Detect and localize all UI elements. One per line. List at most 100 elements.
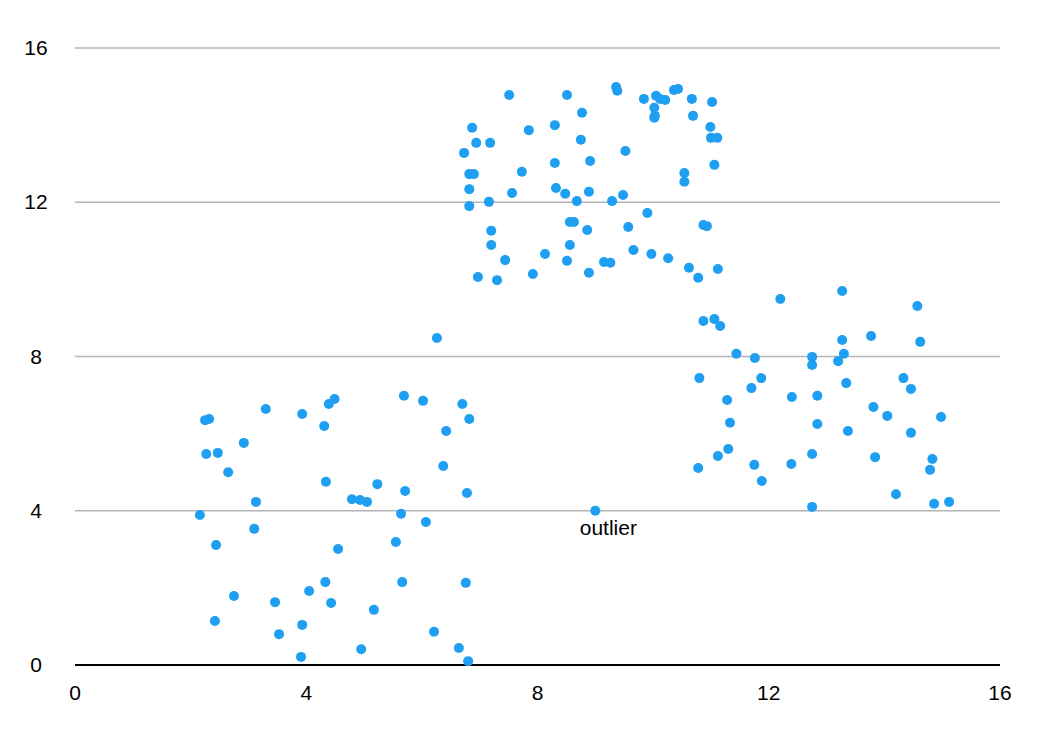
point	[577, 108, 587, 118]
point	[925, 465, 935, 475]
point	[837, 286, 847, 296]
grid-line	[75, 47, 1000, 49]
point	[486, 240, 496, 250]
y-tick-label: 8	[30, 345, 42, 368]
point	[812, 391, 822, 401]
x-tick-label: 4	[300, 681, 312, 704]
point	[517, 167, 527, 177]
point	[585, 156, 595, 166]
point	[693, 463, 703, 473]
point	[249, 524, 259, 534]
point	[628, 245, 638, 255]
point	[201, 449, 211, 459]
point	[330, 394, 340, 404]
point	[297, 620, 307, 630]
point	[562, 256, 572, 266]
point	[722, 395, 732, 405]
y-tick-label: 4	[30, 499, 42, 522]
point	[646, 249, 656, 259]
point	[326, 598, 336, 608]
point	[469, 169, 479, 179]
point	[723, 444, 733, 454]
point	[891, 489, 901, 499]
point	[572, 196, 582, 206]
point	[562, 90, 572, 100]
point	[620, 146, 630, 156]
point	[582, 225, 592, 235]
y-tick-label: 0	[30, 653, 42, 676]
point	[210, 616, 220, 626]
point	[673, 84, 683, 94]
point	[713, 451, 723, 461]
point	[565, 240, 575, 250]
point	[471, 138, 481, 148]
point	[429, 627, 439, 637]
point	[584, 268, 594, 278]
point	[687, 94, 697, 104]
point	[321, 477, 331, 487]
annotation: outlier	[580, 516, 637, 539]
point	[660, 95, 670, 105]
point	[500, 255, 510, 265]
point	[304, 586, 314, 596]
point	[807, 502, 817, 512]
point	[492, 275, 502, 285]
point	[866, 331, 876, 341]
point	[391, 537, 401, 547]
point	[944, 497, 954, 507]
point	[694, 373, 704, 383]
point	[464, 414, 474, 424]
point	[715, 321, 725, 331]
point	[550, 120, 560, 130]
point	[807, 449, 817, 459]
grid-line	[75, 202, 1000, 204]
point	[749, 460, 759, 470]
point	[684, 263, 694, 273]
point	[569, 217, 579, 227]
point	[396, 509, 406, 519]
x-tick-label: 8	[532, 681, 544, 704]
point	[463, 656, 473, 666]
point	[438, 461, 448, 471]
point	[507, 188, 517, 198]
y-tick-label: 12	[24, 190, 47, 213]
point	[746, 383, 756, 393]
x-tick-label: 16	[988, 681, 1011, 704]
point	[485, 138, 495, 148]
point	[786, 459, 796, 469]
point	[372, 479, 382, 489]
point	[550, 158, 560, 168]
point	[441, 426, 451, 436]
point	[461, 578, 471, 588]
point	[251, 497, 261, 507]
point	[929, 499, 939, 509]
point	[639, 94, 649, 104]
point	[590, 506, 600, 516]
point	[612, 86, 622, 96]
point	[702, 221, 712, 231]
point	[421, 517, 431, 527]
point	[486, 226, 496, 236]
point	[705, 122, 715, 132]
point	[812, 419, 822, 429]
point	[560, 189, 570, 199]
y-tick-label: 16	[24, 36, 47, 59]
x-axis-line	[75, 664, 1000, 666]
point	[462, 488, 472, 498]
point	[688, 111, 698, 121]
point	[607, 196, 617, 206]
point	[912, 301, 922, 311]
point	[584, 187, 594, 197]
point	[356, 644, 366, 654]
point	[605, 258, 615, 268]
point	[698, 316, 708, 326]
point	[936, 412, 946, 422]
point	[679, 177, 689, 187]
point	[464, 184, 474, 194]
point	[454, 643, 464, 653]
point	[540, 249, 550, 259]
point	[756, 373, 766, 383]
point	[195, 510, 205, 520]
point	[713, 264, 723, 274]
point	[870, 452, 880, 462]
